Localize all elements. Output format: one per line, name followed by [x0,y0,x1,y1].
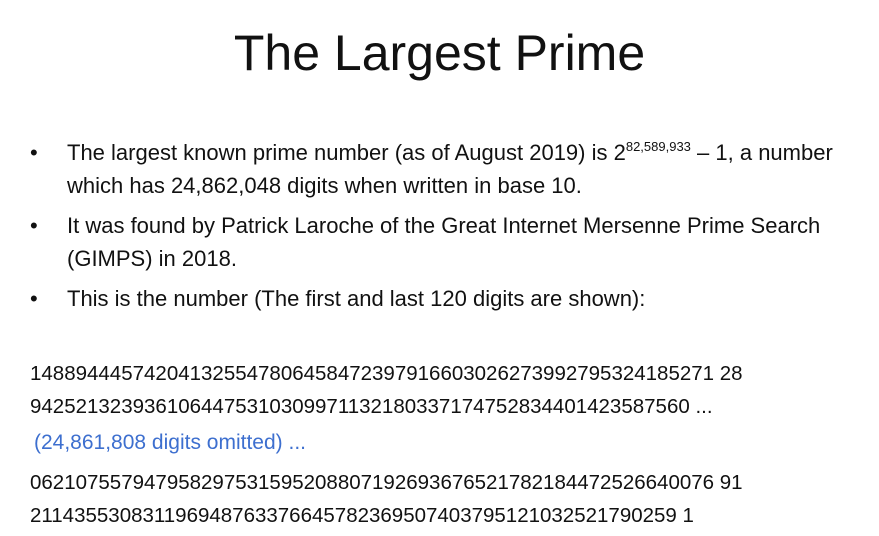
bullet-text-after: – 1, a number which has 24,862,048 digit… [67,140,833,198]
digit-line-4: 2114355308311969487633766457823695074037… [30,504,694,527]
bullet-marker: • [30,286,38,311]
bullet-text-before: The largest known prime number (as of Au… [67,140,626,165]
digit-line-3: 0621075579479582975315952088071926936765… [30,471,743,494]
last-digits-block: 0621075579479582975315952088071926936765… [30,466,870,532]
bullet-item-largest-prime: • The largest known prime number (as of … [30,136,850,202]
bullet-marker: • [30,140,38,165]
bullet-text: It was found by Patrick Laroche of the G… [67,213,821,271]
exponent: 82,589,933 [625,139,691,154]
bullet-list: • The largest known prime number (as of … [30,136,850,322]
digit-line-2: 9425213239361064475310309971132180337174… [30,395,713,418]
first-digits-block: 1488944457420413255478064584723979166030… [30,357,870,423]
omitted-digits-note: (24,861,808 digits omitted) ... [34,431,306,454]
digit-line-1: 1488944457420413255478064584723979166030… [30,362,743,385]
bullet-item-discoverer: • It was found by Patrick Laroche of the… [30,209,850,275]
bullet-marker: • [30,213,38,238]
slide-title: The Largest Prime [233,25,646,81]
bullet-text: This is the number (The first and last 1… [67,286,646,311]
bullet-item-number-shown: • This is the number (The first and last… [30,282,850,315]
